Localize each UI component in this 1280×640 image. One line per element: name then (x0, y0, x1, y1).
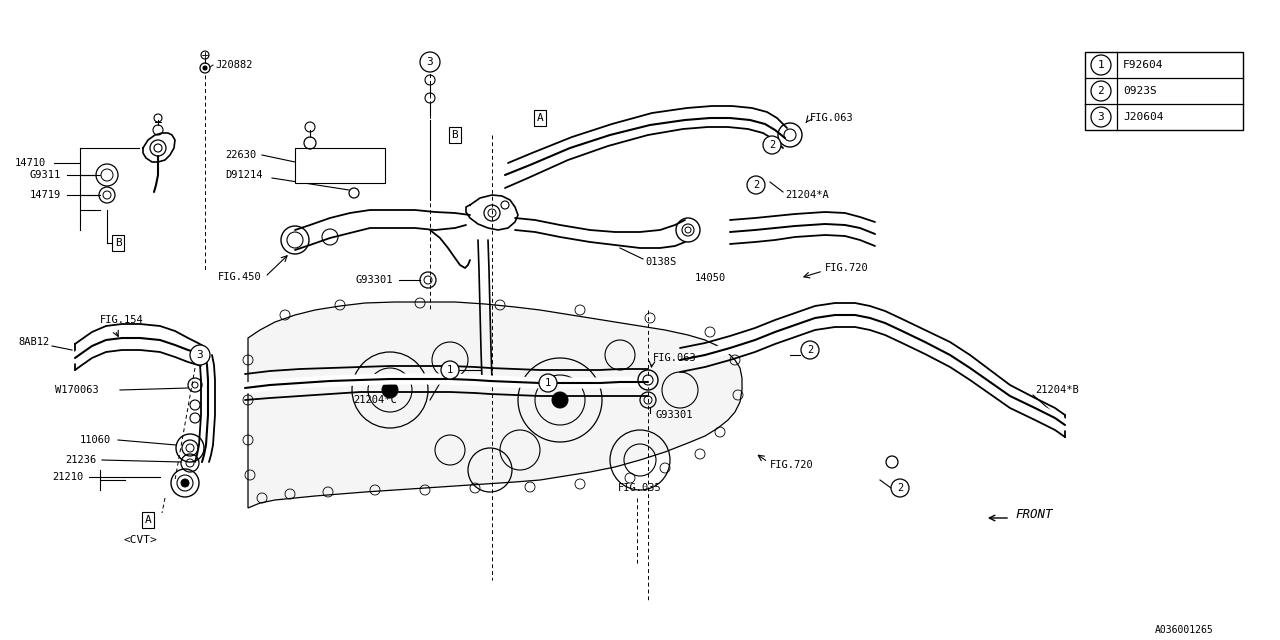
Circle shape (442, 361, 460, 379)
Circle shape (381, 382, 398, 398)
Circle shape (204, 66, 207, 70)
Text: G9311: G9311 (29, 170, 61, 180)
Text: 2: 2 (1098, 86, 1105, 96)
Text: 1: 1 (1098, 60, 1105, 70)
Text: 3: 3 (426, 57, 434, 67)
Text: A: A (536, 113, 544, 123)
Text: 21204*C: 21204*C (353, 395, 397, 405)
Circle shape (539, 374, 557, 392)
Circle shape (180, 479, 189, 487)
Circle shape (420, 52, 440, 72)
Text: W170063: W170063 (55, 385, 99, 395)
Text: FIG.063: FIG.063 (810, 113, 854, 123)
Text: 2: 2 (753, 180, 759, 190)
Circle shape (748, 176, 765, 194)
Text: 1: 1 (447, 365, 453, 375)
Circle shape (1091, 55, 1111, 75)
Text: FIG.035: FIG.035 (618, 483, 662, 493)
Text: G93301: G93301 (355, 275, 393, 285)
Text: 22630: 22630 (225, 150, 256, 160)
Circle shape (763, 136, 781, 154)
Text: J20604: J20604 (1123, 112, 1164, 122)
Text: 0138S: 0138S (645, 257, 676, 267)
Polygon shape (248, 302, 742, 508)
Text: FIG.450: FIG.450 (218, 272, 261, 282)
Text: <CVT>: <CVT> (123, 535, 157, 545)
Text: 3: 3 (1098, 112, 1105, 122)
Text: F92604: F92604 (1123, 60, 1164, 70)
Text: 2: 2 (897, 483, 904, 493)
Text: 21204*B: 21204*B (1036, 385, 1079, 395)
Text: FIG.720: FIG.720 (826, 263, 869, 273)
Text: 14719: 14719 (29, 190, 61, 200)
Circle shape (189, 345, 210, 365)
Text: A036001265: A036001265 (1155, 625, 1213, 635)
Text: 3: 3 (197, 350, 204, 360)
Text: 14050: 14050 (695, 273, 726, 283)
Text: J20882: J20882 (215, 60, 252, 70)
Text: B: B (452, 130, 458, 140)
Circle shape (891, 479, 909, 497)
Text: 1: 1 (545, 378, 552, 388)
Text: FRONT: FRONT (1015, 509, 1052, 522)
Bar (1085, 52, 1243, 130)
Circle shape (1091, 107, 1111, 127)
Circle shape (1091, 81, 1111, 101)
Text: FIG.063: FIG.063 (653, 353, 696, 363)
Text: 21204*A: 21204*A (785, 190, 828, 200)
Text: A: A (145, 515, 151, 525)
Circle shape (552, 392, 568, 408)
Text: 8AB12: 8AB12 (18, 337, 49, 347)
Text: 21210: 21210 (52, 472, 83, 482)
Text: 0923S: 0923S (1123, 86, 1157, 96)
Text: G93301: G93301 (655, 410, 692, 420)
Text: 2: 2 (806, 345, 813, 355)
Text: 2: 2 (769, 140, 776, 150)
Text: 14710: 14710 (15, 158, 46, 168)
Text: 21236: 21236 (65, 455, 96, 465)
Text: FIG.154: FIG.154 (100, 315, 143, 325)
Text: D91214: D91214 (225, 170, 262, 180)
Text: FIG.720: FIG.720 (771, 460, 814, 470)
Bar (294, 148, 385, 183)
Text: B: B (115, 238, 122, 248)
Circle shape (801, 341, 819, 359)
Text: 11060: 11060 (79, 435, 111, 445)
